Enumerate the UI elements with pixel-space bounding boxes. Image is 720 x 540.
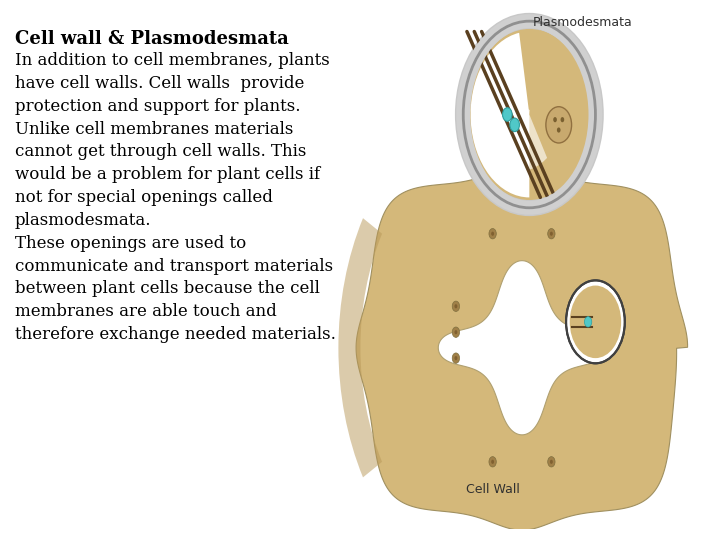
Circle shape [548,228,555,239]
Circle shape [561,117,564,122]
Circle shape [548,457,555,467]
Wedge shape [529,30,590,188]
Text: Cell wall & Plasmodesmata: Cell wall & Plasmodesmata [15,30,289,48]
Circle shape [463,21,595,208]
Circle shape [546,107,572,143]
Circle shape [454,356,457,360]
Circle shape [489,228,496,239]
Circle shape [491,232,494,236]
Text: Plasmodesmata: Plasmodesmata [533,16,633,29]
Circle shape [491,460,494,464]
Circle shape [585,327,592,338]
Circle shape [553,117,557,122]
Circle shape [469,29,590,200]
Wedge shape [471,33,529,198]
Polygon shape [467,140,577,265]
Circle shape [452,327,459,338]
Circle shape [566,280,625,363]
Circle shape [454,330,457,334]
Circle shape [503,108,512,121]
Circle shape [452,353,459,363]
Circle shape [585,301,592,312]
Circle shape [585,316,592,327]
Wedge shape [471,104,563,172]
Circle shape [454,304,457,308]
Circle shape [550,460,553,464]
Circle shape [489,457,496,467]
Text: Cell Wall: Cell Wall [466,483,520,496]
Text: In addition to cell membranes, plants
have cell walls. Cell walls  provide
prote: In addition to cell membranes, plants ha… [15,52,336,343]
Circle shape [587,330,590,334]
Circle shape [550,232,553,236]
Polygon shape [438,261,608,435]
Circle shape [587,304,590,308]
Circle shape [570,286,621,358]
Polygon shape [356,165,688,530]
Circle shape [557,127,561,133]
Wedge shape [338,218,382,477]
Circle shape [510,118,519,132]
Circle shape [452,301,459,312]
